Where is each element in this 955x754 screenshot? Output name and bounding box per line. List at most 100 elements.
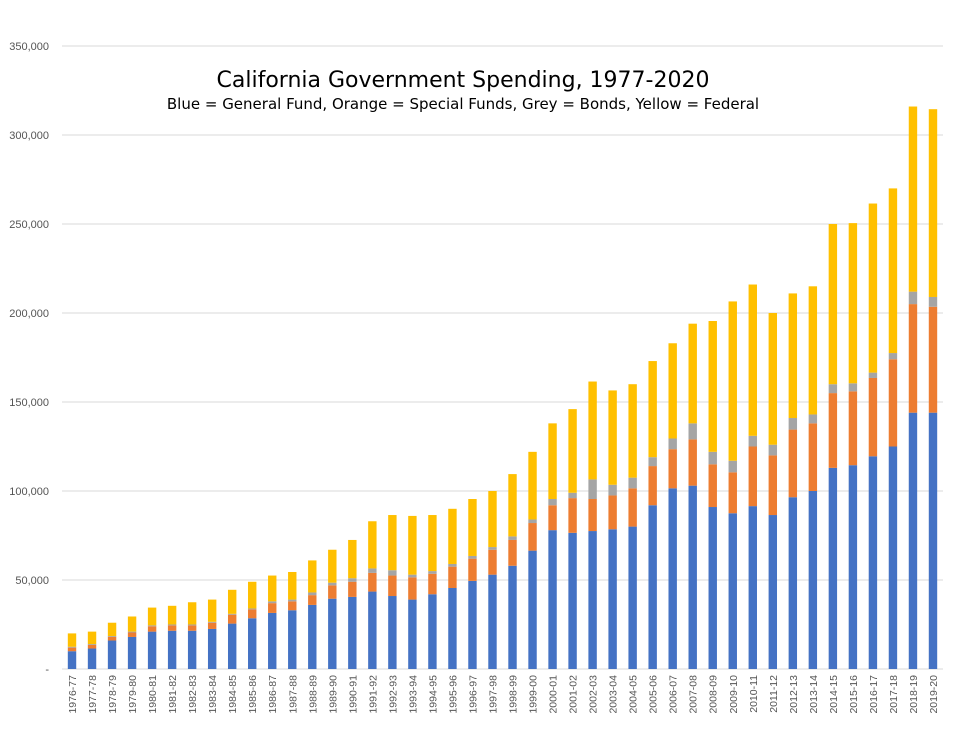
bar-segment-general-fund — [187, 630, 197, 669]
bar-segment-special-funds — [568, 498, 577, 533]
bar-segment-federal — [308, 560, 317, 593]
bar-segment-federal — [348, 539, 357, 579]
x-tick-label: 1981-82 — [167, 675, 179, 714]
bar-segment-bonds — [227, 613, 237, 615]
x-tick-label: 1999-00 — [528, 675, 540, 714]
x-tick-label: 2009-10 — [728, 675, 740, 714]
x-tick-label: 1987-88 — [287, 675, 299, 714]
x-tick-label: 1988-89 — [307, 675, 319, 714]
x-tick-label: 1995-96 — [447, 675, 459, 714]
bar-segment-general-fund — [488, 574, 497, 669]
x-tick-label: 2016-17 — [868, 675, 880, 714]
x-tick-label: 2012-13 — [788, 675, 800, 714]
bar-segment-federal — [828, 224, 838, 385]
bar-segment-federal — [268, 575, 277, 602]
bar-segment-special-funds — [408, 577, 417, 600]
x-tick-label: 2008-09 — [708, 675, 720, 714]
bar-segment-federal — [668, 343, 677, 439]
bar-segment-general-fund — [207, 628, 217, 669]
y-tick-label: 350,000 — [9, 41, 49, 53]
bar-segment-federal — [328, 549, 337, 583]
bar-segment-general-fund — [788, 497, 798, 669]
bar-segment-special-funds — [448, 566, 457, 589]
bar-segment-bonds — [748, 435, 757, 447]
bar-segment-federal — [428, 515, 437, 572]
bar-segment-special-funds — [488, 549, 497, 575]
x-tick-label: 1978-79 — [107, 675, 119, 714]
bar-segment-federal — [908, 106, 918, 292]
bar-segment-general-fund — [808, 491, 818, 669]
bar-segment-general-fund — [868, 456, 878, 669]
bar-segment-special-funds — [868, 377, 878, 457]
bar-segment-special-funds — [508, 539, 517, 566]
bars — [67, 106, 938, 669]
bar-segment-special-funds — [828, 393, 838, 468]
bar-segment-special-funds — [308, 595, 317, 605]
bar-segment-general-fund — [288, 610, 297, 669]
bar-segment-bonds — [288, 599, 297, 602]
bar-segment-general-fund — [348, 596, 357, 669]
bar-segment-special-funds — [328, 585, 337, 599]
bar-segment-special-funds — [187, 625, 197, 631]
bar-segment-general-fund — [708, 507, 717, 669]
x-tick-label: 2000-01 — [548, 675, 560, 714]
bar-segment-general-fund — [628, 526, 637, 669]
bar-segment-bonds — [488, 547, 497, 550]
bar-segment-special-funds — [227, 614, 237, 624]
bar-segment-bonds — [308, 592, 317, 596]
bar-segment-federal — [608, 390, 617, 485]
bar-segment-special-funds — [628, 488, 637, 527]
x-tick-label: 1997-98 — [487, 675, 499, 714]
bar-segment-general-fund — [828, 467, 838, 669]
x-tick-label: 2011-12 — [768, 675, 780, 713]
x-tick-label: 1994-95 — [427, 675, 439, 714]
x-tick-label: 2007-08 — [688, 675, 700, 714]
bar-segment-special-funds — [668, 449, 677, 489]
bar-segment-special-funds — [548, 505, 557, 531]
bar-segment-special-funds — [428, 573, 437, 595]
bar-segment-general-fund — [528, 550, 537, 669]
bar-segment-federal — [468, 499, 477, 556]
bar-segment-general-fund — [688, 485, 697, 669]
bar-segment-general-fund — [908, 412, 918, 669]
bar-segment-general-fund — [87, 648, 97, 669]
bar-segment-federal — [187, 602, 197, 625]
x-tick-label: 1989-90 — [327, 675, 339, 714]
bar-segment-general-fund — [408, 599, 417, 669]
bar-segment-general-fund — [888, 446, 898, 669]
bar-segment-general-fund — [428, 594, 437, 669]
bar-segment-special-funds — [708, 464, 717, 508]
bar-segment-federal — [127, 616, 137, 632]
bar-segment-federal — [588, 381, 597, 480]
y-tick-label: 250,000 — [9, 219, 49, 231]
bar-segment-bonds — [107, 636, 117, 637]
bar-segment-federal — [167, 605, 177, 625]
bar-segment-bonds — [908, 291, 918, 305]
bar-segment-bonds — [147, 625, 157, 627]
bar-segment-general-fund — [328, 598, 337, 669]
bar-segment-bonds — [648, 457, 657, 467]
bar-segment-federal — [568, 409, 577, 493]
bar-segment-special-funds — [588, 499, 597, 532]
bar-segment-federal — [868, 203, 878, 373]
bar-segment-special-funds — [848, 391, 858, 466]
bar-segment-special-funds — [368, 572, 377, 592]
bar-segment-bonds — [468, 555, 477, 559]
bar-segment-bonds — [508, 536, 517, 540]
x-tick-label: 1984-85 — [227, 675, 239, 714]
x-tick-label: 1990-91 — [347, 675, 359, 714]
x-axis-ticks: 1976-77 1977-78 1978-79 1979-80 1980-81 1981-… — [67, 675, 940, 714]
chart-subtitle: Blue = General Fund, Orange = Special Fu… — [167, 95, 759, 113]
bar-segment-general-fund — [568, 532, 577, 669]
bar-segment-federal — [648, 361, 657, 458]
bar-segment-special-funds — [87, 644, 97, 649]
x-tick-label: 1996-97 — [467, 675, 479, 714]
bar-segment-federal — [248, 581, 257, 609]
x-tick-label: 2002-03 — [588, 675, 600, 714]
bar-segment-bonds — [928, 296, 938, 307]
bar-segment-special-funds — [528, 523, 537, 551]
bar-segment-bonds — [368, 568, 377, 573]
y-tick-label: 200,000 — [9, 308, 49, 320]
bar-segment-bonds — [187, 624, 197, 626]
